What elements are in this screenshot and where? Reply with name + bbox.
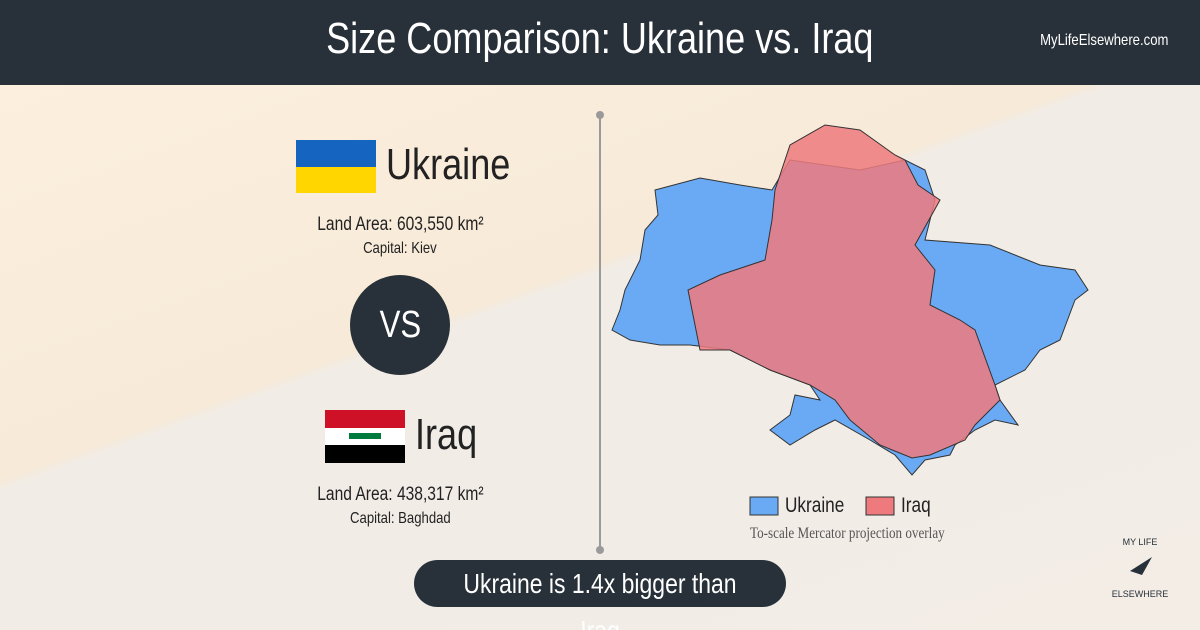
vs-text: VS xyxy=(379,304,421,346)
title: Size Comparison: Ukraine vs. Iraq xyxy=(0,14,1200,64)
map-note: To-scale Mercator projection overlay xyxy=(750,525,987,543)
title-text: Size Comparison: Ukraine vs. Iraq xyxy=(326,14,874,63)
vs-badge: VS xyxy=(350,275,450,375)
capital-text: Capital: Baghdad xyxy=(349,510,451,527)
site-link[interactable]: MyLifeElsewhere.com xyxy=(1026,32,1183,50)
header: Size Comparison: Ukraine vs. Iraq MyLife… xyxy=(0,0,1200,85)
logo-text: MY LIFE xyxy=(1123,537,1158,547)
legend-text: Ukraine xyxy=(785,494,845,517)
land-area-text: Land Area: 603,550 km² xyxy=(316,214,484,235)
summary: Ukraine is 1.4x bigger than Iraq xyxy=(414,560,786,630)
legend-swatch xyxy=(865,496,895,516)
legend-label: Iraq xyxy=(901,494,937,518)
country-name-text: Ukraine xyxy=(386,140,511,189)
country-name: Iraq xyxy=(415,410,491,460)
summary-text: Ukraine is 1.4x bigger than Iraq xyxy=(463,568,737,630)
capital: Capital: Kiev xyxy=(200,240,600,258)
legend-swatch xyxy=(749,496,779,516)
country-name: Ukraine xyxy=(386,140,538,190)
divider xyxy=(599,115,601,550)
land-area: Land Area: 438,317 km² xyxy=(200,484,600,506)
logo: MY LIFE ELSEWHERE xyxy=(1112,537,1169,599)
logo-text: ELSEWHERE xyxy=(1112,589,1169,599)
land-area-text: Land Area: 438,317 km² xyxy=(316,484,484,505)
site-text: MyLifeElsewhere.com xyxy=(1039,32,1168,49)
country-name-text: Iraq xyxy=(415,410,478,459)
iraq-shape xyxy=(687,124,1001,459)
legend-label: Ukraine xyxy=(785,494,857,518)
flag-iraq xyxy=(325,410,405,463)
capital: Capital: Baghdad xyxy=(200,510,600,528)
flag-ukraine xyxy=(296,140,376,193)
land-area: Land Area: 603,550 km² xyxy=(200,214,600,236)
map-note-text: To-scale Mercator projection overlay xyxy=(750,525,945,542)
legend-text: Iraq xyxy=(901,494,931,517)
capital-text: Capital: Kiev xyxy=(363,240,437,257)
